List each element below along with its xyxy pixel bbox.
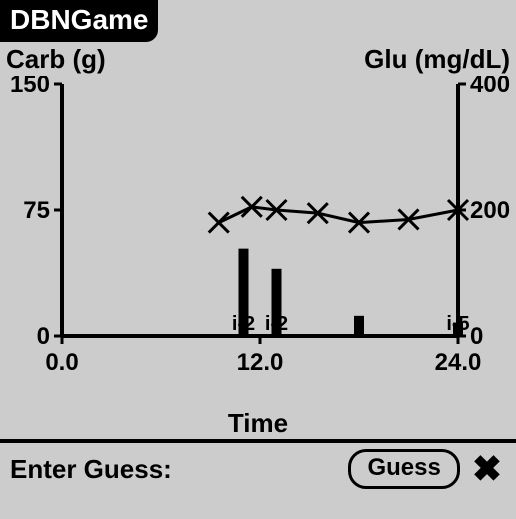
svg-text:400: 400: [470, 76, 510, 98]
svg-text:24.0: 24.0: [435, 349, 482, 376]
svg-text:12.0: 12.0: [237, 349, 284, 376]
close-icon[interactable]: ✖: [468, 455, 506, 483]
window-title: DBNGame: [0, 0, 158, 42]
svg-text:i-5: i-5: [446, 313, 469, 335]
left-axis-label: Carb (g): [6, 44, 106, 75]
guess-prompt: Enter Guess:: [10, 454, 340, 485]
bottom-toolbar: Enter Guess: Guess ✖: [0, 439, 516, 493]
svg-text:150: 150: [10, 76, 50, 98]
svg-text:75: 75: [23, 197, 50, 224]
svg-text:0.0: 0.0: [45, 349, 78, 376]
chart-area: 0 75 150 0 200 400 0.0 12.0 24.0 i-2 i-2 i-5: [0, 76, 516, 406]
x-axis-label: Time: [0, 408, 516, 439]
svg-text:200: 200: [470, 197, 510, 224]
svg-text:0: 0: [37, 323, 50, 350]
svg-text:0: 0: [470, 323, 483, 350]
svg-text:i-2: i-2: [232, 313, 255, 335]
svg-text:i-2: i-2: [265, 313, 288, 335]
right-axis-label: Glu (mg/dL): [364, 44, 510, 75]
guess-button[interactable]: Guess: [348, 449, 459, 489]
